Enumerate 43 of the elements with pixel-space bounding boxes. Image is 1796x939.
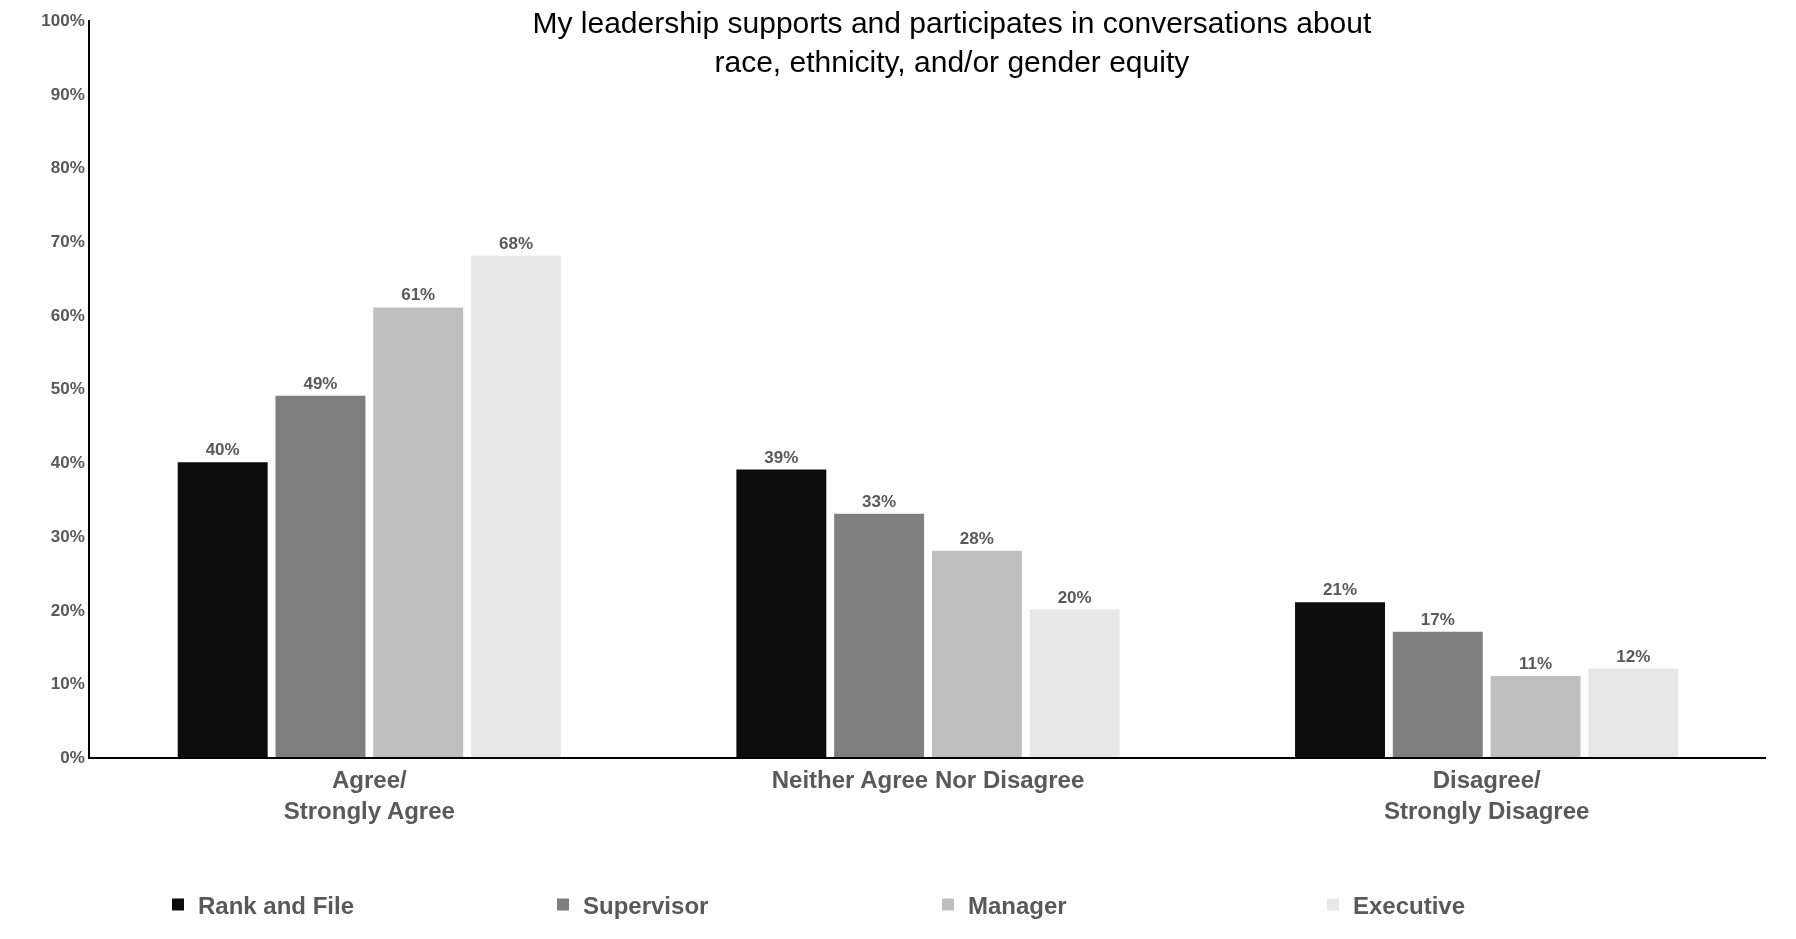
data-label: 33%	[862, 491, 897, 511]
legend-label: Manager	[968, 891, 1067, 919]
bar	[275, 395, 366, 757]
x-tick-label: Agree/ Strongly Agree	[283, 765, 455, 824]
bar	[736, 469, 827, 757]
y-tick-label: 60%	[50, 305, 85, 325]
y-tick-label: 0%	[60, 747, 85, 767]
legend-label: Supervisor	[583, 891, 709, 919]
data-label: 68%	[498, 233, 533, 253]
bar	[471, 255, 561, 757]
y-tick-label: 100%	[41, 10, 85, 30]
x-tick-label: Neither Agree Nor Disagree	[771, 765, 1085, 793]
data-label: 61%	[401, 285, 436, 305]
data-label: 21%	[1323, 580, 1358, 600]
data-label: 28%	[959, 528, 994, 548]
data-label: 49%	[303, 373, 338, 393]
data-label: 39%	[764, 447, 799, 467]
y-tick-label: 10%	[50, 674, 85, 694]
bar	[1588, 668, 1679, 757]
y-tick-label: 50%	[50, 379, 85, 399]
bar	[1295, 602, 1385, 757]
y-tick-label: 30%	[50, 526, 85, 546]
bar	[177, 462, 268, 757]
y-tick-label: 90%	[50, 84, 85, 104]
data-label: 12%	[1616, 646, 1651, 666]
legend-label: Executive	[1353, 891, 1466, 919]
bar	[373, 307, 464, 757]
bar	[834, 513, 925, 757]
x-tick-label: Disagree/ Strongly Disagree	[1383, 765, 1590, 824]
data-label: 40%	[205, 440, 240, 460]
data-label: 20%	[1057, 587, 1092, 607]
data-label: 17%	[1420, 609, 1455, 629]
bar	[931, 550, 1022, 757]
bar	[1392, 631, 1483, 757]
bar	[1490, 675, 1581, 757]
y-tick-label: 40%	[50, 453, 85, 473]
y-tick-label: 20%	[50, 600, 85, 620]
y-tick-label: 70%	[50, 232, 85, 252]
data-label: 11%	[1519, 653, 1553, 673]
bar	[1029, 609, 1120, 757]
legend-label: Rank and File	[198, 891, 355, 919]
chart-title: My leadership supports and participates in conversations about race, ethnicity, and/or gender equity	[532, 5, 1372, 78]
y-tick-label: 80%	[50, 158, 85, 178]
